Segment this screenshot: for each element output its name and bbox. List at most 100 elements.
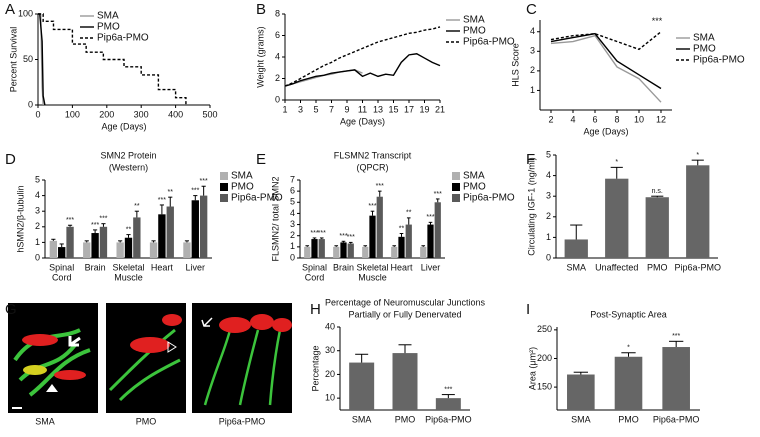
x-tick-label: 2 [548, 114, 553, 124]
x-tick-label: Skeletal [356, 262, 388, 272]
x-tick-label: 1 [282, 104, 287, 114]
y-tick-label: 2 [275, 73, 280, 83]
x-tick-label: Muscle [358, 272, 387, 282]
legend-label: SMA [97, 11, 119, 22]
y-tick-label: 100 [18, 8, 33, 18]
chart-title: FLSMN2 Transcript [334, 150, 412, 160]
legend-label: PMO [693, 44, 716, 55]
bar [398, 236, 405, 258]
x-tick-label: Pip6a-PMO [425, 414, 472, 424]
legend-label: PMO [97, 22, 120, 33]
image-caption: Pip6a-PMO [219, 416, 266, 426]
x-tick-label: Spinal [49, 262, 74, 272]
x-tick-label: PMO [618, 414, 639, 424]
x-tick-label: 6 [592, 114, 597, 124]
panel-letter: C [526, 1, 537, 18]
x-tick-label: Pip6a-PMO [674, 262, 721, 272]
bar [434, 202, 441, 258]
significance: ** [126, 226, 132, 233]
bar [605, 178, 629, 258]
y-tick-label: 7 [290, 174, 295, 184]
legend-label: PMO [463, 26, 486, 37]
x-tick-label: Pip6a-PMO [653, 414, 700, 424]
x-tick-label: 19 [419, 104, 429, 114]
bar [427, 224, 434, 258]
y-tick-label: 1 [530, 85, 535, 95]
bar [662, 347, 690, 410]
x-tick-label: Heart [151, 262, 174, 272]
bar [91, 233, 99, 258]
y-tick-label: 4 [290, 208, 295, 218]
chart-subtitle: (Western) [109, 162, 148, 172]
significance: *** [91, 222, 99, 229]
bar [614, 356, 643, 410]
x-tick-label: 5 [313, 104, 318, 114]
x-tick-label: 17 [404, 104, 414, 114]
x-tick-label: 0 [35, 109, 40, 119]
legend-swatch [220, 194, 228, 202]
bar [686, 165, 710, 258]
legend-label: Pip6a-PMO [231, 193, 283, 204]
y-tick-label: 5 [35, 174, 40, 184]
legend-label: SMA [463, 15, 485, 26]
x-tick-label: 500 [202, 109, 217, 119]
series-line [38, 13, 187, 105]
legend-swatch [452, 183, 460, 191]
image-caption: PMO [136, 416, 157, 426]
y-tick-label: 8 [275, 8, 280, 18]
y-tick-label: 3 [290, 219, 295, 229]
y-tick-label: 4 [530, 26, 535, 36]
x-tick-label: Cord [52, 272, 72, 282]
legend-swatch [220, 172, 228, 180]
x-tick-label: 11 [358, 104, 367, 114]
bar [340, 242, 347, 258]
y-tick-label: 0 [546, 252, 551, 262]
chart-subtitle: Partially or Fully Denervated [348, 309, 461, 319]
significance: ** [168, 189, 174, 196]
significance: *** [672, 333, 680, 340]
y-tick-label: 4 [35, 190, 40, 200]
x-tick-label: PMO [647, 262, 668, 272]
significance: *** [376, 183, 384, 190]
x-axis-label: Age (Days) [583, 126, 628, 136]
bar [124, 237, 133, 258]
bar [116, 242, 124, 258]
y-axis-label: HLS Score [510, 43, 520, 87]
x-tick-label: 200 [99, 109, 114, 119]
y-tick-label: 5 [290, 197, 295, 207]
significance: *** [99, 216, 107, 223]
x-tick-label: 12 [656, 114, 666, 124]
significance: ** [406, 210, 412, 217]
image-caption: SMA [35, 416, 55, 426]
significance: * [627, 345, 630, 352]
panel-letter: F [526, 151, 535, 168]
y-tick-label: 0 [290, 252, 295, 262]
bar [392, 353, 418, 410]
bar [318, 239, 325, 258]
bar [564, 239, 588, 258]
y-tick-label: 1 [35, 237, 40, 247]
bar [99, 226, 108, 258]
x-tick-label: SMA [352, 414, 372, 424]
significance: *** [426, 214, 434, 221]
legend-label: PMO [463, 182, 486, 193]
bar [391, 246, 398, 258]
x-tick-label: Heart [390, 262, 413, 272]
annotation: *** [652, 16, 663, 26]
y-axis-label: Percent Survival [8, 27, 18, 93]
legend-swatch [452, 172, 460, 180]
significance: * [615, 159, 618, 166]
x-tick-label: Muscle [114, 272, 143, 282]
x-tick-label: 4 [570, 114, 575, 124]
y-axis-label: Area (μm²) [527, 347, 537, 390]
x-tick-label: 400 [168, 109, 183, 119]
significance: n.s. [652, 188, 663, 195]
significance: ** [134, 203, 140, 210]
bar [645, 197, 669, 258]
y-tick-label: 5 [546, 149, 551, 159]
legend-label: Pip6a-PMO [693, 55, 745, 66]
y-tick-label: 2 [530, 65, 535, 75]
x-tick-label: 8 [614, 114, 619, 124]
y-axis-label: Circulating IGF-1 (ng/ml) [526, 157, 536, 256]
bar [149, 242, 158, 258]
